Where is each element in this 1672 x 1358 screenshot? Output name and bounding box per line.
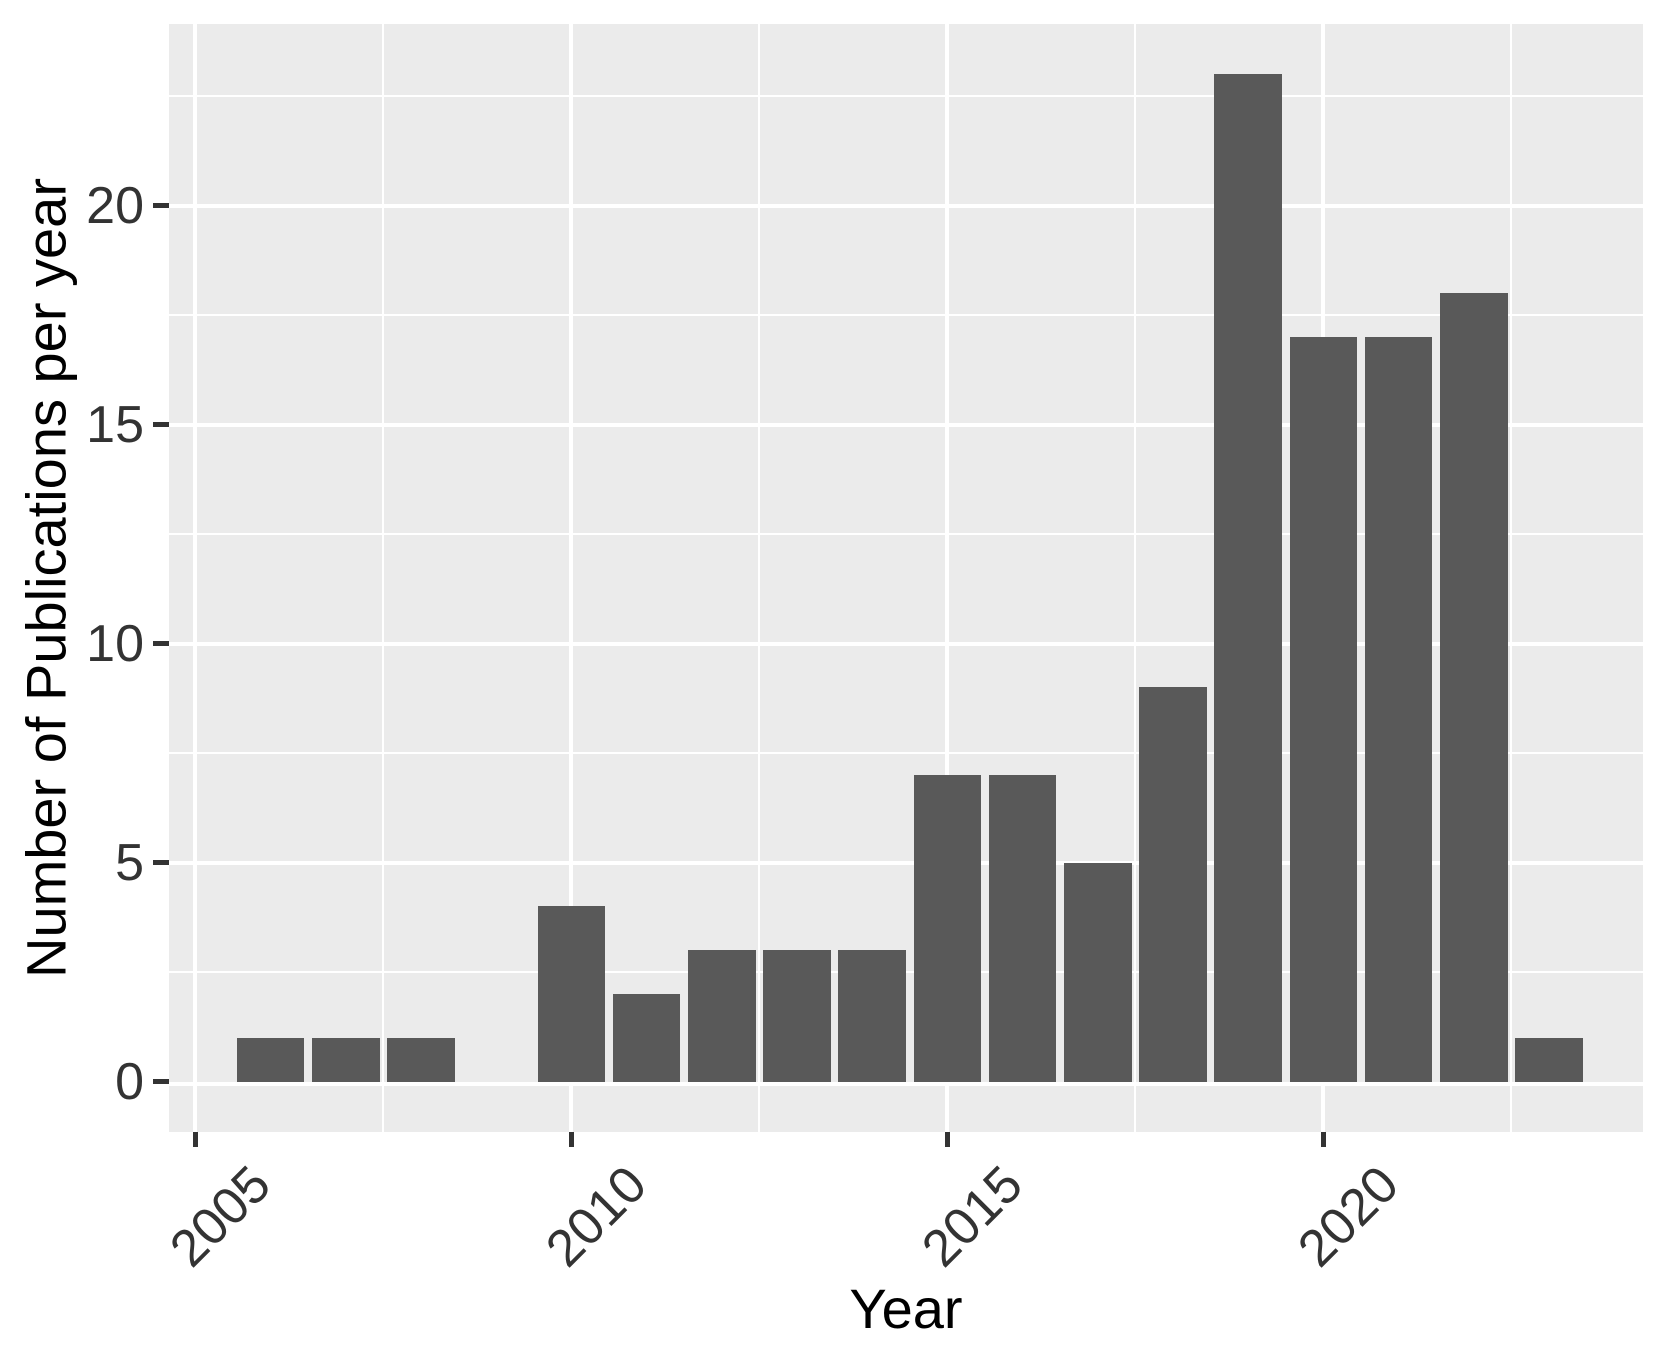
y-tick-label-0: 0	[115, 1052, 144, 1111]
x-axis-title: Year	[849, 1277, 963, 1340]
y-minor-gridline-12.5	[169, 533, 1643, 536]
y-minor-gridline-17.5	[169, 314, 1643, 317]
y-major-gridline-0	[169, 1081, 1643, 1086]
y-tick-20	[153, 203, 169, 209]
bar-2021	[1364, 337, 1433, 1082]
x-tick-2020	[1320, 1132, 1326, 1147]
bar-2011	[612, 994, 681, 1082]
x-minor-gridline-2022.5	[1510, 24, 1513, 1132]
x-tick-label-2010: 2010	[534, 1155, 658, 1279]
x-tick-label-2005: 2005	[158, 1155, 282, 1279]
bar-2006	[236, 1037, 305, 1082]
bar-2018	[1139, 687, 1207, 1082]
y-major-gridline-5	[169, 860, 1643, 865]
x-tick-label-2020: 2020	[1286, 1155, 1410, 1279]
y-tick-label-10: 10	[86, 614, 144, 673]
y-tick-10	[153, 641, 169, 647]
x-major-gridline-2005	[193, 24, 198, 1132]
bar-2007	[311, 1037, 380, 1082]
y-tick-5	[153, 860, 169, 866]
bar-2017	[1063, 862, 1132, 1082]
bar-2014	[838, 950, 906, 1082]
y-axis-title: Number of Publications per year	[14, 178, 78, 978]
bar-2020	[1289, 337, 1358, 1082]
bar-2023	[1515, 1037, 1583, 1082]
bar-2016	[988, 775, 1057, 1082]
x-minor-gridline-2012.5	[758, 24, 761, 1132]
x-minor-gridline-2017.5	[1134, 24, 1137, 1132]
x-tick-2010	[568, 1132, 574, 1147]
bar-2015	[913, 775, 982, 1082]
y-major-gridline-20	[169, 203, 1643, 208]
x-tick-2015	[944, 1132, 950, 1147]
bar-2019	[1214, 74, 1282, 1082]
bar-2010	[537, 906, 606, 1082]
y-tick-label-20: 20	[86, 176, 144, 235]
x-major-gridline-2015	[945, 24, 950, 1132]
bar-2013	[763, 950, 831, 1082]
y-tick-label-15: 15	[86, 395, 144, 454]
x-minor-gridline-2007.5	[382, 24, 385, 1132]
y-minor-gridline-22.5	[169, 95, 1643, 98]
y-major-gridline-10	[169, 641, 1643, 646]
y-tick-0	[153, 1079, 169, 1085]
y-tick-label-5: 5	[115, 833, 144, 892]
bar-2008	[387, 1037, 455, 1082]
bar-2022	[1439, 293, 1508, 1082]
y-tick-15	[153, 422, 169, 428]
y-minor-gridline-2.5	[169, 971, 1643, 974]
x-tick-2005	[192, 1132, 198, 1147]
x-tick-label-2015: 2015	[910, 1155, 1034, 1279]
bar-2012	[687, 950, 756, 1082]
x-major-gridline-2010	[569, 24, 574, 1132]
y-major-gridline-15	[169, 422, 1643, 427]
plot-panel	[169, 24, 1643, 1132]
y-minor-gridline-7.5	[169, 752, 1643, 755]
